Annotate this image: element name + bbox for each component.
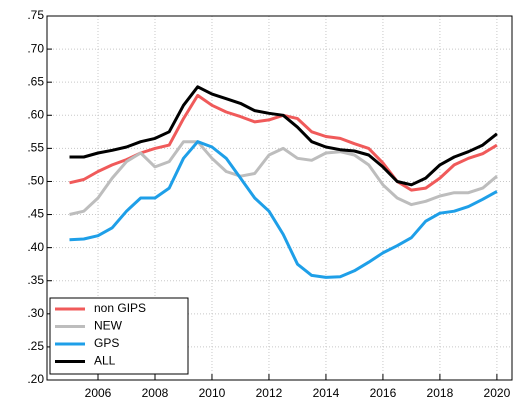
- x-tick-label: 2020: [484, 386, 511, 400]
- legend-label: non GIPS: [94, 301, 146, 315]
- y-tick-label: .75: [27, 8, 44, 22]
- x-tick-label: 2010: [199, 386, 226, 400]
- x-tick-label: 2012: [256, 386, 283, 400]
- y-tick-label: .20: [27, 372, 44, 386]
- y-tick-label: .70: [27, 41, 44, 55]
- series-line: [69, 140, 498, 279]
- x-tick-label: 2008: [142, 386, 169, 400]
- series-line: [69, 140, 498, 216]
- legend-label: ALL: [94, 354, 116, 368]
- legend-label: NEW: [94, 319, 123, 333]
- y-tick-label: .60: [27, 107, 44, 121]
- y-tick-label: .45: [27, 207, 44, 221]
- y-tick-label: .30: [27, 306, 44, 320]
- series-line: [69, 85, 498, 187]
- y-tick-label: .35: [27, 273, 44, 287]
- legend: non GIPS NEW GPS ALL: [49, 297, 189, 375]
- y-tick-label: .50: [27, 174, 44, 188]
- y-tick-label: .40: [27, 240, 44, 254]
- x-tick-label: 2016: [370, 386, 397, 400]
- y-tick-label: .25: [27, 339, 44, 353]
- plot-frame: [46, 15, 513, 381]
- legend-label: GPS: [94, 336, 119, 350]
- y-tick-label: .55: [27, 141, 44, 155]
- y-tick-label: .65: [27, 74, 44, 88]
- x-tick-label: 2018: [427, 386, 454, 400]
- x-tick-label: 2006: [85, 386, 112, 400]
- x-tick-label: 2014: [313, 386, 340, 400]
